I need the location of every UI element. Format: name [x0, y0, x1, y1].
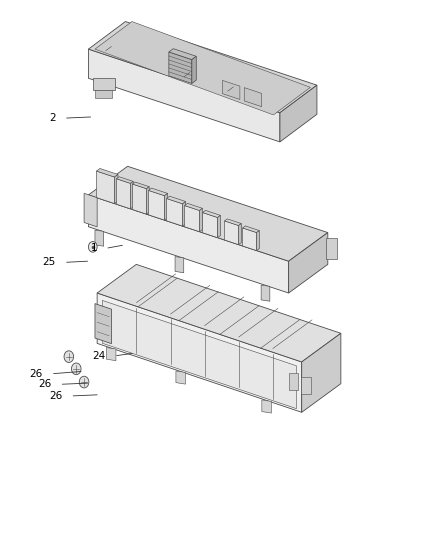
Polygon shape: [169, 49, 196, 60]
Polygon shape: [325, 238, 336, 259]
Polygon shape: [97, 264, 341, 362]
Polygon shape: [223, 80, 240, 100]
Polygon shape: [102, 301, 297, 409]
Polygon shape: [106, 348, 116, 361]
Polygon shape: [176, 371, 185, 384]
Polygon shape: [192, 56, 196, 84]
Polygon shape: [257, 231, 259, 251]
Text: 1: 1: [91, 243, 97, 253]
Polygon shape: [244, 87, 261, 107]
Polygon shape: [289, 232, 328, 293]
Text: 26: 26: [38, 379, 51, 389]
Text: 25: 25: [42, 257, 56, 267]
Polygon shape: [166, 196, 186, 204]
Polygon shape: [184, 204, 202, 211]
Polygon shape: [132, 184, 146, 214]
Polygon shape: [261, 285, 270, 301]
Polygon shape: [262, 400, 272, 413]
Polygon shape: [239, 223, 241, 245]
Polygon shape: [88, 21, 317, 113]
Polygon shape: [225, 219, 241, 225]
Circle shape: [64, 351, 74, 362]
Circle shape: [79, 376, 89, 388]
Polygon shape: [148, 188, 168, 196]
Polygon shape: [131, 181, 133, 209]
Polygon shape: [146, 187, 149, 214]
Polygon shape: [302, 333, 341, 413]
Polygon shape: [243, 228, 257, 251]
Polygon shape: [114, 174, 118, 204]
Circle shape: [71, 363, 81, 375]
Polygon shape: [148, 190, 165, 220]
Polygon shape: [88, 166, 328, 261]
Polygon shape: [301, 377, 311, 394]
Polygon shape: [200, 208, 202, 232]
Text: 24: 24: [92, 351, 106, 361]
Circle shape: [88, 241, 97, 252]
Polygon shape: [95, 230, 104, 246]
Polygon shape: [202, 211, 220, 217]
Polygon shape: [88, 49, 280, 142]
Polygon shape: [88, 195, 289, 293]
Polygon shape: [95, 21, 311, 115]
Text: 26: 26: [49, 391, 62, 401]
Polygon shape: [117, 177, 133, 183]
Polygon shape: [184, 206, 200, 232]
Bar: [95, 90, 113, 98]
Polygon shape: [96, 168, 118, 177]
Polygon shape: [243, 226, 259, 232]
Polygon shape: [280, 85, 317, 142]
Polygon shape: [117, 179, 131, 209]
Polygon shape: [289, 373, 298, 390]
Polygon shape: [183, 201, 186, 226]
Polygon shape: [166, 198, 183, 226]
Text: 26: 26: [29, 369, 43, 378]
Polygon shape: [165, 193, 168, 220]
Polygon shape: [95, 304, 112, 344]
Bar: [93, 78, 115, 90]
Polygon shape: [84, 193, 97, 227]
Polygon shape: [169, 52, 192, 84]
Polygon shape: [225, 221, 239, 245]
Polygon shape: [175, 256, 184, 273]
Text: 2: 2: [49, 113, 56, 123]
Polygon shape: [97, 293, 302, 413]
Polygon shape: [132, 182, 149, 189]
Polygon shape: [202, 213, 218, 238]
Polygon shape: [96, 171, 114, 204]
Polygon shape: [218, 215, 220, 238]
